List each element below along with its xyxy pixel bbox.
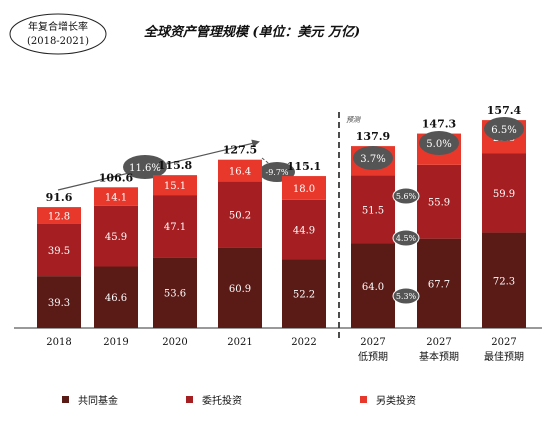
- category-year-label: 2022: [291, 337, 316, 348]
- scenario-cagr-bubble: [419, 131, 459, 155]
- forecast-label: 预测: [346, 116, 361, 124]
- category-year-label: 2018: [46, 337, 71, 348]
- segment-value-label: 59.9: [493, 189, 515, 200]
- segment-cagr-bubble: [392, 187, 420, 205]
- bar-segment: [351, 175, 395, 244]
- category-year-label: 2027: [426, 337, 451, 348]
- legend-swatch: [62, 396, 69, 403]
- bar-segment: [482, 232, 526, 328]
- bar-segment: [94, 266, 138, 328]
- legend-label: 委托投资: [202, 394, 242, 407]
- category-scenario-label: 最佳预期: [484, 350, 524, 363]
- segment-value-label: 52.2: [293, 290, 315, 301]
- scenario-cagr-label: 6.5%: [491, 125, 516, 136]
- category-year-label: 2027: [360, 337, 385, 348]
- legend-swatch: [360, 396, 367, 403]
- bar-total-label: 106.6: [99, 171, 134, 184]
- segment-value-label: 67.7: [428, 279, 450, 290]
- segment-value-label: 64.0: [362, 282, 384, 293]
- legend-swatch: [186, 396, 193, 403]
- bar-total-label: 127.5: [223, 144, 257, 157]
- legend-label: 另类投资: [376, 394, 416, 407]
- bar-segment: [218, 181, 262, 248]
- bar-total-label: 157.4: [487, 104, 522, 117]
- category-year-label: 2021: [227, 337, 252, 348]
- bar-segment: [482, 153, 526, 233]
- segment-cagr-bubble: [392, 287, 420, 305]
- segment-value-label: 72.3: [493, 276, 515, 287]
- segment-value-label: 53.6: [164, 289, 186, 300]
- bar-segment: [282, 176, 326, 200]
- scenario-cagr-bubble: [353, 146, 393, 170]
- category-scenario-label: 低预期: [358, 350, 388, 363]
- category-year-label: 2020: [162, 337, 187, 348]
- bars-layer: 39.3 39.5 12.8 91.6 46.6 45.9 14.1 106.6 53.6 47.…: [37, 104, 526, 328]
- segment-value-label: 15.1: [164, 181, 186, 192]
- bar-segment: [37, 207, 81, 224]
- bar-segment: [94, 205, 138, 267]
- segment-value-label: 39.5: [48, 246, 70, 257]
- segment-cagr-label: 5.6%: [396, 192, 417, 201]
- segment-value-label: 12.8: [48, 212, 70, 223]
- segment-cagr-bubble: [392, 229, 420, 247]
- chart-title: 全球资产管理规模 (单位：美元 万亿): [144, 24, 360, 40]
- decline-label: -9.7%: [265, 168, 288, 177]
- bar-segment: [417, 238, 461, 328]
- bar-segment: [218, 159, 262, 182]
- cagr-label-ellipse: [9, 13, 107, 55]
- bar-segment: [351, 243, 395, 328]
- segment-value-label: 51.5: [362, 206, 384, 217]
- segment-value-label: 45.9: [105, 232, 127, 243]
- cagr-label-text: 年复合增长率: [28, 20, 88, 33]
- segment-cagr-label: 5.3%: [396, 292, 417, 301]
- segment-value-label: 16.4: [229, 167, 251, 178]
- legend: 共同基金 委托投资 另类投资: [62, 394, 416, 407]
- segment-value-label: 47.1: [164, 222, 186, 233]
- bar-total-label: 147.3: [422, 118, 456, 131]
- segment-value-label: 39.3: [48, 298, 70, 309]
- scenario-cagr-bubble: [484, 117, 524, 141]
- legend-label: 共同基金: [78, 394, 118, 407]
- category-scenario-label: 基本预期: [419, 350, 459, 363]
- bar-segment: [282, 199, 326, 260]
- cagr-range-text: (2018-2021): [27, 36, 89, 47]
- growth-arrow-label: 11.6%: [129, 163, 161, 174]
- segment-value-label: 44.9: [293, 225, 315, 236]
- segment-value-label: 14.1: [105, 193, 127, 204]
- growth-arrow-bubble: [123, 155, 167, 179]
- bar-total-label: 91.6: [46, 191, 73, 204]
- segment-value-label: 60.9: [229, 284, 251, 295]
- bar-segment: [37, 223, 81, 277]
- segment-cagr-label: 4.5%: [396, 234, 417, 243]
- segment-value-label: 55.9: [428, 198, 450, 209]
- bar-segment: [153, 175, 197, 196]
- bar-segment: [282, 259, 326, 328]
- bar-total-label: 115.8: [158, 159, 193, 172]
- bar-segment: [94, 187, 138, 206]
- bar-segment: [153, 257, 197, 328]
- bar-total-label: 115.1: [287, 160, 321, 173]
- category-year-label: 2027: [491, 337, 516, 348]
- segment-value-label: 18.0: [293, 184, 315, 195]
- segment-value-label: 46.6: [105, 293, 127, 304]
- scenario-cagr-label: 5.0%: [426, 139, 451, 150]
- bar-segment: [218, 247, 262, 328]
- scenario-annotations: 3.7% 5.0% 6.5% 5.6% 4.5% 5.3%: [353, 117, 524, 305]
- scenario-cagr-label: 3.7%: [360, 154, 385, 165]
- segment-value-label: 50.2: [229, 210, 251, 221]
- bar-total-label: 137.9: [356, 130, 390, 143]
- bar-segment: [37, 276, 81, 328]
- bar-segment: [153, 195, 197, 258]
- category-year-label: 2019: [103, 337, 128, 348]
- bar-segment: [417, 164, 461, 239]
- category-labels: 2018 2019 2020 2021 2022 2027 低预期 2027 基本预期 2027 最…: [46, 337, 524, 363]
